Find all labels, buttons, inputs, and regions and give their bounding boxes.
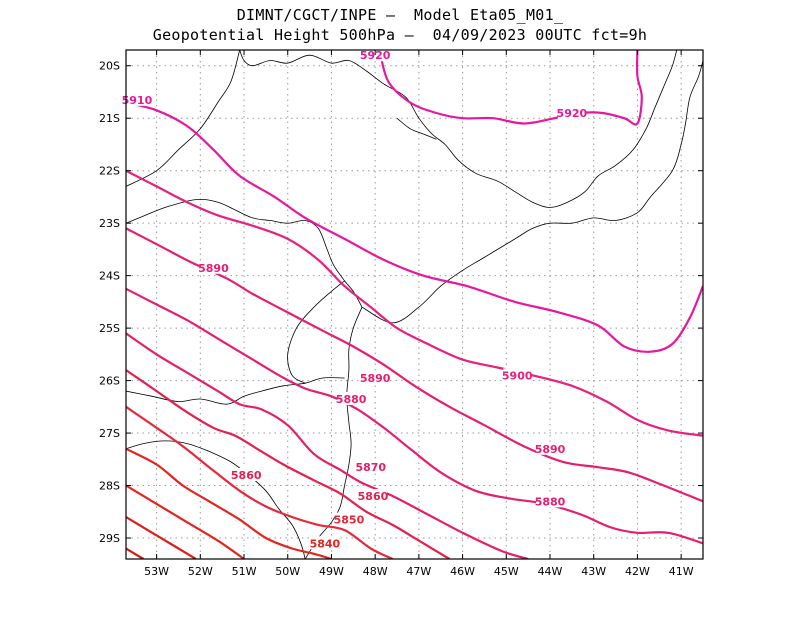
x-tick-label: 50W	[275, 565, 300, 578]
contour-label-background	[310, 536, 339, 550]
x-tick-label: 52W	[188, 565, 213, 578]
x-tick-label: 47W	[406, 565, 431, 578]
contour-line	[126, 169, 703, 437]
contour-label: 5910	[122, 94, 153, 107]
boundary-line	[304, 306, 363, 559]
contour-line	[126, 516, 197, 559]
contour-label-background	[536, 441, 565, 455]
boundary-line	[396, 117, 437, 140]
axis-ticks: 53W 52W 51W 50W 49W 48W 47W 46W 45W 44W 43W 42W 41W 2…	[99, 50, 703, 578]
contour-line	[126, 332, 529, 559]
contour-label-background	[557, 105, 586, 119]
contour-label: 5880	[535, 495, 566, 508]
y-tick-label: 20S	[99, 60, 120, 73]
boundary-line	[287, 280, 345, 384]
coastline-and-state-borders	[126, 50, 703, 559]
boundary-line	[361, 60, 703, 324]
contour-label-background	[358, 489, 387, 503]
contour-label: 5870	[355, 461, 386, 474]
x-tick-label: 46W	[450, 565, 475, 578]
x-tick-label: 51W	[232, 565, 257, 578]
x-tick-label: 41W	[669, 565, 694, 578]
y-tick-label: 26S	[99, 375, 120, 388]
y-tick-label: 27S	[99, 427, 120, 440]
x-tick-label: 44W	[538, 565, 563, 578]
contour-line	[126, 227, 703, 503]
contour-label: 5880	[336, 393, 367, 406]
contour-label: 5900	[502, 369, 533, 382]
contour-label-background	[334, 512, 363, 526]
boundary-line	[239, 50, 678, 208]
boundary-line	[126, 50, 241, 187]
contour-label: 5920	[360, 49, 391, 62]
contour-label: 5890	[198, 262, 229, 275]
map-title-line-1: DIMNT/CGCT/INPE – Model Eta05_M01_	[236, 6, 564, 24]
contour-line	[126, 405, 394, 559]
x-tick-label: 53W	[144, 565, 169, 578]
contour-label: 5840	[310, 537, 341, 550]
geopotential-contours	[126, 50, 703, 559]
x-tick-label: 49W	[319, 565, 344, 578]
lat-lon-gridlines	[126, 50, 703, 559]
contour-label: 5890	[535, 443, 566, 456]
contour-label: 5890	[360, 372, 391, 385]
contour-label: 5860	[231, 469, 262, 482]
y-tick-label: 24S	[99, 270, 120, 283]
contour-label-background	[122, 92, 151, 106]
x-tick-label: 48W	[363, 565, 388, 578]
map-title-line-2: Geopotential Height 500hPa – 04/09/2023 …	[152, 26, 648, 44]
y-tick-label: 29S	[99, 532, 120, 545]
contour-label-background	[337, 391, 366, 405]
y-tick-label: 22S	[99, 165, 120, 178]
contour-line	[126, 101, 703, 353]
y-tick-label: 21S	[99, 112, 120, 125]
contour-label-background	[232, 468, 261, 482]
y-tick-label: 28S	[99, 480, 120, 493]
boundary-line	[126, 440, 306, 559]
contour-line	[126, 547, 145, 559]
contour-label-background	[361, 370, 390, 384]
y-tick-label: 23S	[99, 217, 120, 230]
contour-line	[378, 50, 643, 126]
contour-label-background	[503, 368, 532, 382]
y-tick-label: 25S	[99, 322, 120, 335]
x-tick-label: 45W	[494, 565, 519, 578]
contour-label-background	[356, 460, 385, 474]
contour-label: 5860	[358, 490, 389, 503]
contour-label: 5850	[334, 514, 365, 527]
contour-line	[126, 484, 245, 559]
contour-value-labels: 5920 5920 5910 5890 5890 5900 5890 5880 5880 5870…	[122, 48, 588, 550]
contour-line	[126, 369, 451, 559]
boundary-line	[126, 198, 363, 308]
map-frame	[125, 49, 704, 560]
contour-label-background	[199, 260, 228, 274]
contour-line	[126, 447, 332, 559]
contour-label: 5920	[557, 107, 588, 120]
contour-line	[126, 287, 703, 545]
x-tick-label: 43W	[581, 565, 606, 578]
contour-label-background	[536, 494, 565, 508]
x-tick-label: 42W	[625, 565, 650, 578]
